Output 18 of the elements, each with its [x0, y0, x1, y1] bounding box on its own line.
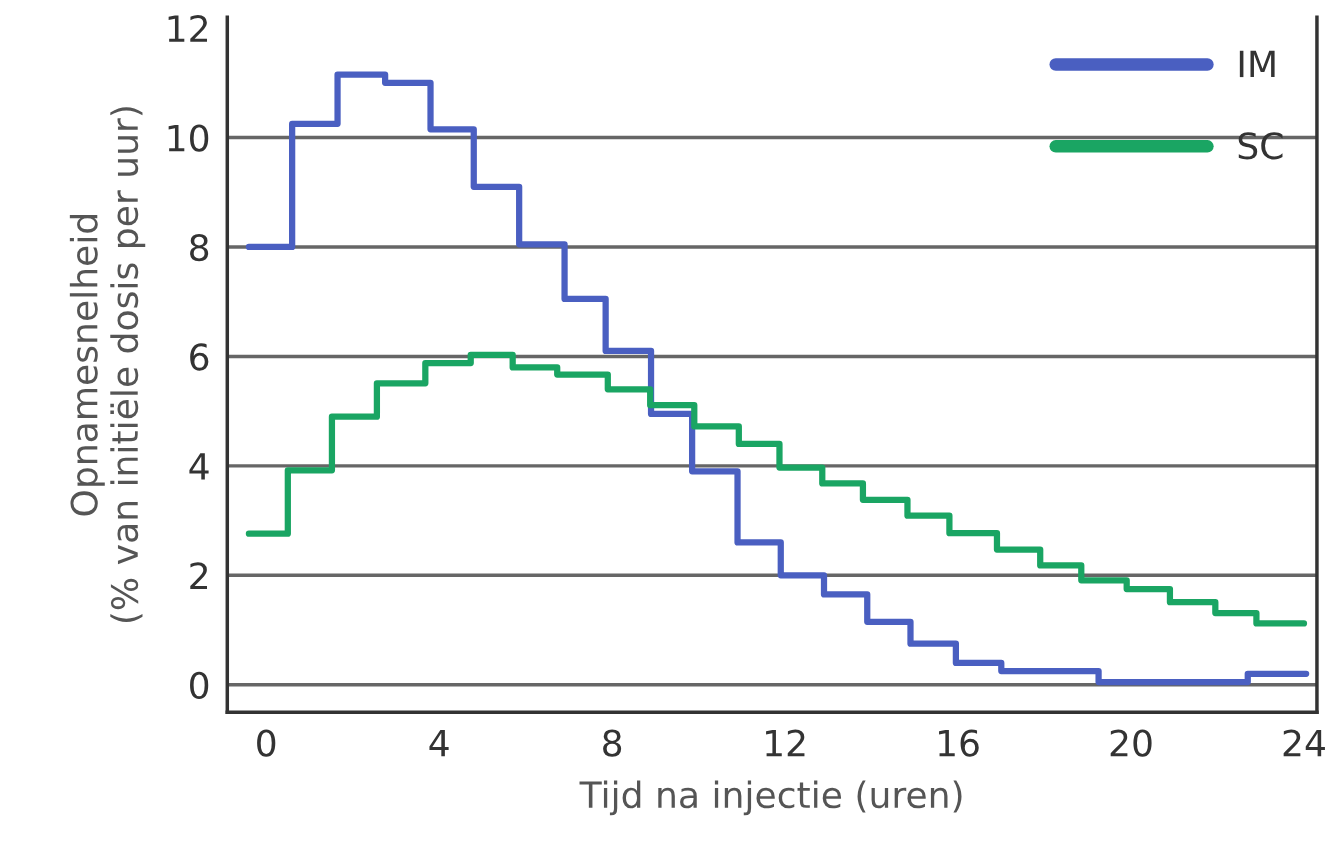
y-tick-label: 2	[190, 562, 208, 590]
y-tick-label: 10	[168, 124, 209, 152]
x-axis-title: Tijd na injectie (uren)	[579, 780, 962, 816]
legend-label: SC	[1238, 132, 1283, 160]
y-tick-label: 8	[190, 233, 209, 262]
legend-label: IM	[1239, 50, 1275, 78]
x-tick-label: 12	[766, 729, 805, 757]
y-tick-label: 6	[190, 343, 209, 371]
y-tick-label: 0	[190, 671, 209, 700]
x-tick-label: 8	[603, 729, 622, 757]
x-tick-label: 0	[257, 729, 276, 757]
x-tick-label: 16	[939, 729, 979, 757]
x-tick-label: 4	[429, 729, 449, 757]
y-axis-title: Opnamesnelheid (% van initiële dosis per uur)	[69, 107, 146, 623]
y-tick-label: 4	[189, 453, 209, 480]
y-tick-label: 12	[168, 15, 208, 42]
x-tick-label: 24	[1283, 729, 1325, 757]
x-tick-label: 20	[1110, 729, 1152, 757]
